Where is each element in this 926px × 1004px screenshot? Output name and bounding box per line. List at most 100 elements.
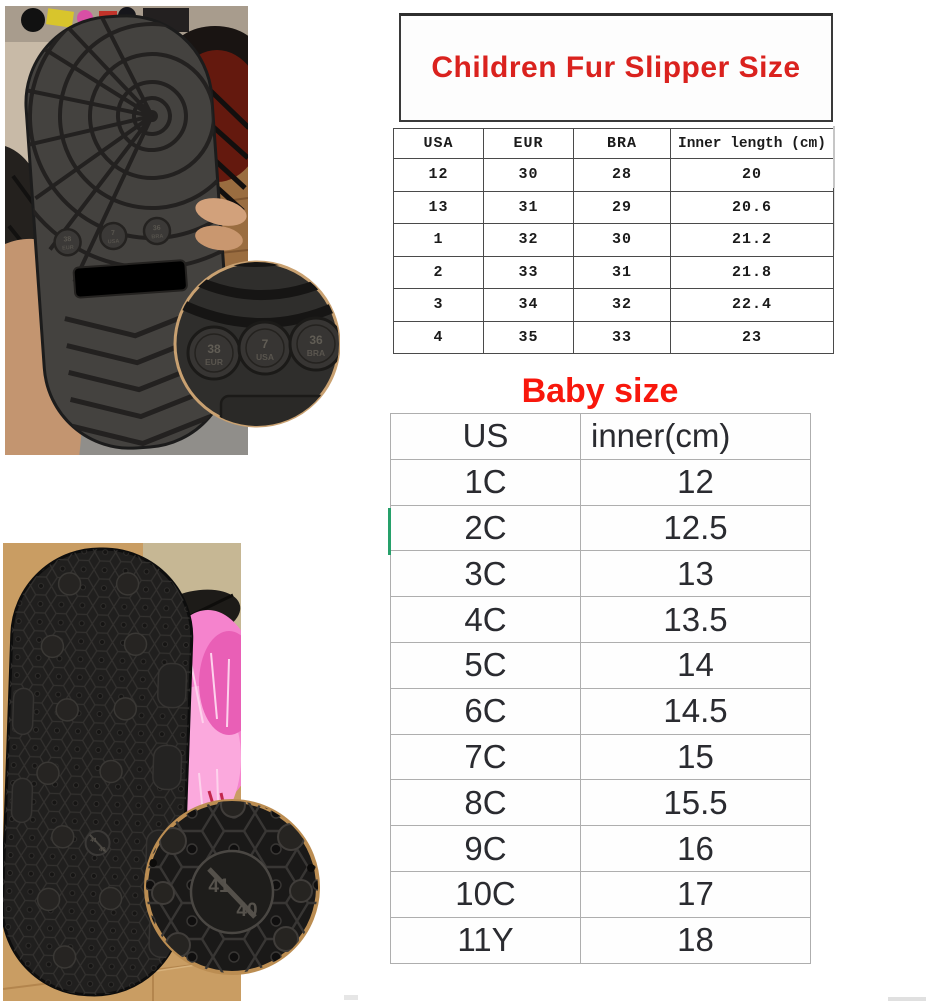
stamp-size-eur: 38 <box>63 236 71 244</box>
cell: 12 <box>580 458 811 506</box>
inset-stamp-region-bra: BRA <box>307 348 325 358</box>
cell: 16 <box>580 825 811 872</box>
cell: 12.5 <box>580 504 811 552</box>
kids-chart-title: Children Fur Slipper Size <box>431 51 801 84</box>
baby-size-table: US inner(cm) 1C 12 2C 12.5 3C 13 4 <box>390 413 811 964</box>
cell: 13 <box>580 550 811 598</box>
header-bra: BRA <box>573 128 671 159</box>
cell: 21.8 <box>670 255 834 289</box>
cell: 29 <box>573 190 671 224</box>
cell: 33 <box>483 255 574 289</box>
inset-stamp-bottom: 40 <box>236 900 257 921</box>
cell: 6C <box>390 687 581 735</box>
screenshot-artifact-line <box>834 188 835 250</box>
kids-size-table-wrap: USA EUR BRA Inner length (cm) 12 30 28 2… <box>393 128 834 354</box>
cell: 13 <box>393 190 484 224</box>
stamp-region-eur: EUR <box>62 245 74 252</box>
cell: 1C <box>390 458 581 506</box>
cell: 7C <box>390 733 581 781</box>
stamp-size-bra: 36 <box>153 225 161 233</box>
baby-size-table-wrap: US inner(cm) 1C 12 2C 12.5 3C 13 4 <box>390 413 811 964</box>
cell: 32 <box>573 288 671 322</box>
cell: 15.5 <box>580 779 811 827</box>
sole-size-stamp-small: 41 40 <box>84 830 111 857</box>
baby-chart-title: Baby size <box>521 372 679 410</box>
inset-stamp-top: 41 <box>208 876 230 897</box>
cell: 11Y <box>390 916 581 964</box>
table-row: 12 30 28 20 <box>393 158 834 192</box>
kids-chart-title-box: Children Fur Slipper Size <box>399 13 833 122</box>
table-row: 1 32 30 21.2 <box>393 223 834 257</box>
inset-stamp-size-bra: 36 <box>309 333 323 347</box>
cell: 31 <box>483 190 574 224</box>
cell: 35 <box>483 320 574 354</box>
inset-stamp-size-eur: 38 <box>207 342 221 356</box>
header-inner-length: Inner length (cm) <box>670 128 834 159</box>
screenshot-artifact-mark <box>344 995 358 1000</box>
cell: 9C <box>390 825 581 872</box>
photo-sole-in-hand: 38 EUR 7 USA 36 BRA <box>5 6 340 455</box>
screenshot-artifact-mark <box>888 997 926 1001</box>
table-row: 2 33 31 21.8 <box>393 255 834 289</box>
cell: 30 <box>483 158 574 192</box>
cell: 2C <box>390 504 581 552</box>
cell: 15 <box>580 733 811 781</box>
excel-selection-accent <box>388 508 391 555</box>
kids-size-table: USA EUR BRA Inner length (cm) 12 30 28 2… <box>393 128 834 354</box>
screenshot-artifact-line <box>833 126 835 188</box>
cell: 14 <box>580 641 811 689</box>
table-row: 2C 12.5 <box>390 504 811 552</box>
cell: 4 <box>393 320 484 354</box>
cell: 5C <box>390 641 581 689</box>
table-row: 1C 12 <box>390 458 811 506</box>
inset-stamp-size-usa: 7 <box>262 337 269 351</box>
stamp-region-usa: USA <box>108 239 120 246</box>
table-row: 9C 16 <box>390 825 811 872</box>
inset-stamp-region-eur: EUR <box>205 357 223 367</box>
fingers <box>195 198 247 251</box>
cell: 22.4 <box>670 288 834 322</box>
cell: 1 <box>393 223 484 257</box>
cell: 30 <box>573 223 671 257</box>
stamp-size-usa: 7 <box>111 230 115 237</box>
inset-size-stamp-zoom: 41 40 <box>144 799 320 975</box>
cell: 3 <box>393 288 484 322</box>
inset-size-stamps-zoom: 38 EUR 7 USA 36 BRA <box>173 260 340 428</box>
table-row: 8C 15.5 <box>390 779 811 827</box>
cell: 17 <box>580 870 811 918</box>
cell: 31 <box>573 255 671 289</box>
table-row: 11Y 18 <box>390 916 811 964</box>
cell: 33 <box>573 320 671 354</box>
cell: 12 <box>393 158 484 192</box>
cell: 34 <box>483 288 574 322</box>
cell: 18 <box>580 916 811 964</box>
cell: 14.5 <box>580 687 811 735</box>
table-row: 13 31 29 20.6 <box>393 190 834 224</box>
stamp-small-top: 41 <box>90 838 98 844</box>
table-row: 3 34 32 22.4 <box>393 288 834 322</box>
header-us: US <box>390 413 581 460</box>
cell: 20.6 <box>670 190 834 224</box>
inset-stamp-region-usa: USA <box>256 352 274 362</box>
cell: 2 <box>393 255 484 289</box>
header-eur: EUR <box>483 128 574 159</box>
cell: 4C <box>390 596 581 643</box>
table-row: 4 35 33 23 <box>393 320 834 354</box>
table-row: 3C 13 <box>390 550 811 598</box>
table-row: 6C 14.5 <box>390 687 811 735</box>
sole-size-stamps: 38 EUR 7 USA 36 BRA <box>53 216 188 299</box>
cell: 10C <box>390 870 581 918</box>
table-row: 4C 13.5 <box>390 596 811 643</box>
stamp-region-bra: BRA <box>151 234 163 241</box>
cell: 13.5 <box>580 596 811 643</box>
cell: 20 <box>670 158 834 192</box>
baby-header-row: US inner(cm) <box>390 413 811 460</box>
cell: 21.2 <box>670 223 834 257</box>
photo-sole-pink-fur: 41 40 <box>3 543 320 1001</box>
kids-header-row: USA EUR BRA Inner length (cm) <box>393 128 834 159</box>
cell: 23 <box>670 320 834 354</box>
table-row: 5C 14 <box>390 641 811 689</box>
cell: 3C <box>390 550 581 598</box>
table-row: 7C 15 <box>390 733 811 781</box>
